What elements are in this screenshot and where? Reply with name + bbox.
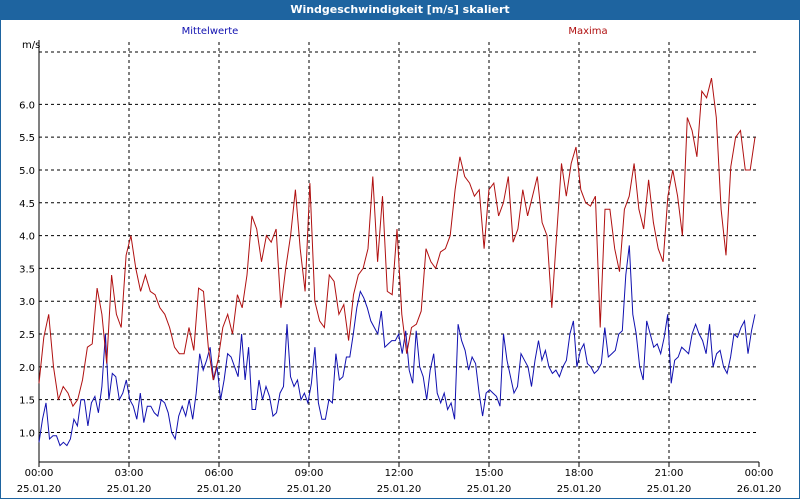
x-tick-time: 09:00 <box>295 468 324 479</box>
y-tick-label: 5.5 <box>19 133 35 144</box>
x-tick-date: 25.01.20 <box>17 484 62 495</box>
y-tick-label: 4.5 <box>19 199 35 210</box>
y-tick-label: 6.0 <box>19 100 35 111</box>
grid-lines <box>38 40 759 463</box>
legend-maxima: Maxima <box>568 26 607 37</box>
y-tick-label: 1.0 <box>19 428 35 439</box>
y-tick-label: 2.0 <box>19 363 35 374</box>
x-tick-time: 12:00 <box>385 468 414 479</box>
y-tick-label: 4.0 <box>19 232 35 243</box>
x-tick-time: 06:00 <box>205 468 234 479</box>
y-tick-label: 1.5 <box>19 396 35 407</box>
x-tick-time: 18:00 <box>565 468 594 479</box>
x-tick-time: 03:00 <box>115 468 144 479</box>
x-tick-time: 21:00 <box>655 468 684 479</box>
x-tick-date: 25.01.20 <box>107 484 152 495</box>
x-tick-time: 15:00 <box>475 468 504 479</box>
x-tick-date: 25.01.20 <box>647 484 692 495</box>
x-tick-date: 25.01.20 <box>287 484 332 495</box>
y-tick-label: 5.0 <box>19 166 35 177</box>
x-tick-date: 25.01.20 <box>197 484 242 495</box>
y-tick-label: 3.0 <box>19 297 35 308</box>
x-tick-time: 00:00 <box>25 468 54 479</box>
chart-title: Windgeschwindigkeit [m/s] skaliert <box>0 0 800 20</box>
x-tick-date: 25.01.20 <box>557 484 602 495</box>
y-axis-label: m/s <box>22 40 40 51</box>
series-lines <box>38 77 756 447</box>
x-tick-date: 25.01.20 <box>467 484 512 495</box>
legend-mittelwerte: Mittelwerte <box>182 26 239 37</box>
series-line-maxima <box>38 77 756 408</box>
y-tick-label: 3.5 <box>19 264 35 275</box>
x-tick-date: 26.01.20 <box>737 484 782 495</box>
axis-ticks: 1.0 1.5 2.0 2.5 3.0 3.5 4.0 4.5 5.0 5.5 6.0 00:00 25… <box>17 100 782 495</box>
y-tick-label: 2.5 <box>19 330 35 341</box>
x-tick-time: 00:00 <box>745 468 774 479</box>
x-tick-date: 25.01.20 <box>377 484 422 495</box>
series-line-mittelwerte <box>38 245 756 447</box>
